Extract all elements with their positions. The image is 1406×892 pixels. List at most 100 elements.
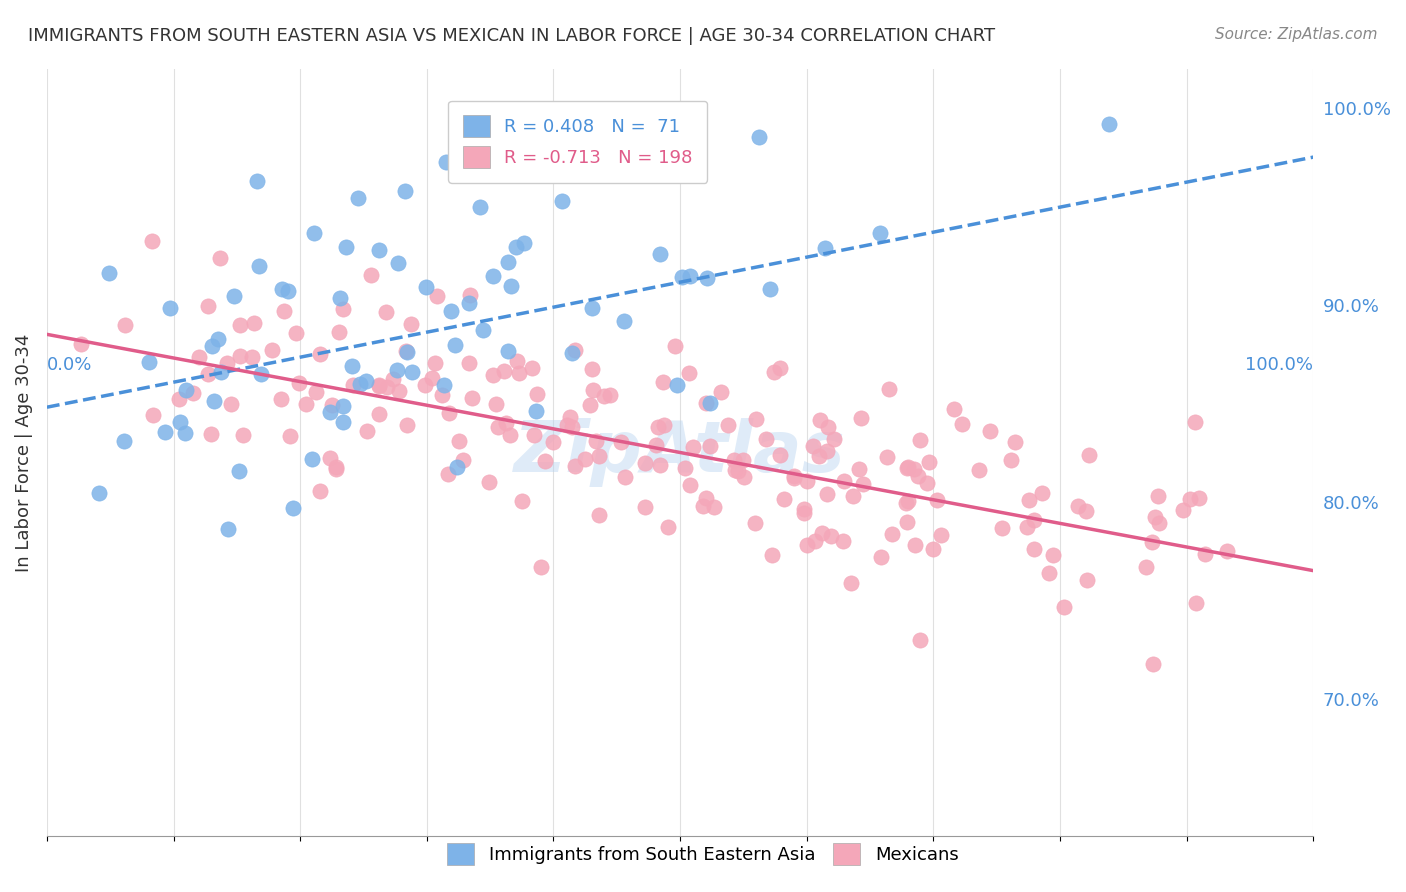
- Point: [202, 393, 225, 408]
- Point: [869, 550, 891, 565]
- Point: [208, 251, 231, 265]
- Point: [614, 470, 637, 484]
- Text: 0.0%: 0.0%: [46, 357, 93, 375]
- Point: [814, 241, 837, 255]
- Point: [319, 451, 342, 466]
- Point: [468, 200, 491, 214]
- Point: [1184, 415, 1206, 429]
- Point: [301, 452, 323, 467]
- Point: [1077, 448, 1099, 462]
- Point: [717, 418, 740, 433]
- Point: [967, 463, 990, 477]
- Point: [645, 438, 668, 452]
- Point: [229, 318, 252, 333]
- Point: [803, 533, 825, 548]
- Point: [588, 508, 610, 522]
- Point: [1076, 574, 1098, 588]
- Point: [647, 419, 669, 434]
- Point: [382, 371, 405, 385]
- Point: [879, 382, 901, 396]
- Point: [823, 432, 845, 446]
- Point: [673, 461, 696, 475]
- Point: [395, 417, 418, 432]
- Point: [723, 453, 745, 467]
- Point: [356, 374, 378, 388]
- Point: [1194, 547, 1216, 561]
- Point: [138, 355, 160, 369]
- Point: [399, 317, 422, 331]
- Point: [811, 526, 834, 541]
- Point: [188, 350, 211, 364]
- Point: [558, 410, 581, 425]
- Point: [228, 350, 250, 364]
- Legend: Immigrants from South Eastern Asia, Mexicans: Immigrants from South Eastern Asia, Mexi…: [439, 834, 967, 874]
- Point: [796, 474, 818, 488]
- Point: [664, 339, 686, 353]
- Point: [599, 388, 621, 402]
- Point: [437, 406, 460, 420]
- Point: [499, 428, 522, 442]
- Point: [869, 226, 891, 240]
- Point: [395, 345, 418, 359]
- Point: [471, 323, 494, 337]
- Point: [174, 383, 197, 397]
- Point: [848, 461, 870, 475]
- Point: [430, 388, 453, 402]
- Point: [1216, 543, 1239, 558]
- Point: [209, 365, 232, 379]
- Point: [733, 469, 755, 483]
- Point: [943, 402, 966, 417]
- Point: [1053, 600, 1076, 615]
- Point: [451, 452, 474, 467]
- Point: [342, 378, 364, 392]
- Point: [699, 396, 721, 410]
- Point: [142, 408, 165, 422]
- Point: [842, 489, 865, 503]
- Point: [201, 339, 224, 353]
- Point: [561, 420, 583, 434]
- Point: [240, 350, 263, 364]
- Point: [679, 478, 702, 492]
- Point: [395, 343, 418, 358]
- Point: [368, 407, 391, 421]
- Point: [367, 378, 389, 392]
- Point: [724, 462, 747, 476]
- Point: [169, 415, 191, 429]
- Point: [696, 271, 718, 285]
- Point: [1147, 490, 1170, 504]
- Point: [808, 413, 831, 427]
- Point: [277, 284, 299, 298]
- Point: [682, 441, 704, 455]
- Point: [222, 289, 245, 303]
- Point: [325, 459, 347, 474]
- Point: [446, 459, 468, 474]
- Point: [69, 336, 91, 351]
- Point: [505, 240, 527, 254]
- Point: [499, 278, 522, 293]
- Point: [585, 434, 607, 448]
- Point: [242, 316, 264, 330]
- Point: [839, 575, 862, 590]
- Point: [915, 476, 938, 491]
- Point: [495, 416, 517, 430]
- Point: [434, 155, 457, 169]
- Point: [588, 449, 610, 463]
- Point: [335, 240, 357, 254]
- Y-axis label: In Labor Force | Age 30-34: In Labor Force | Age 30-34: [15, 334, 32, 572]
- Point: [458, 288, 481, 302]
- Point: [458, 296, 481, 310]
- Point: [1031, 486, 1053, 500]
- Point: [918, 454, 941, 468]
- Point: [582, 383, 605, 397]
- Point: [652, 375, 675, 389]
- Point: [368, 379, 391, 393]
- Text: IMMIGRANTS FROM SOUTH EASTERN ASIA VS MEXICAN IN LABOR FORCE | AGE 30-34 CORRELA: IMMIGRANTS FROM SOUTH EASTERN ASIA VS ME…: [28, 27, 995, 45]
- Point: [733, 453, 755, 467]
- Point: [815, 443, 838, 458]
- Point: [1178, 492, 1201, 507]
- Point: [1017, 519, 1039, 533]
- Point: [534, 454, 557, 468]
- Point: [228, 464, 250, 478]
- Point: [482, 268, 505, 283]
- Point: [114, 318, 136, 333]
